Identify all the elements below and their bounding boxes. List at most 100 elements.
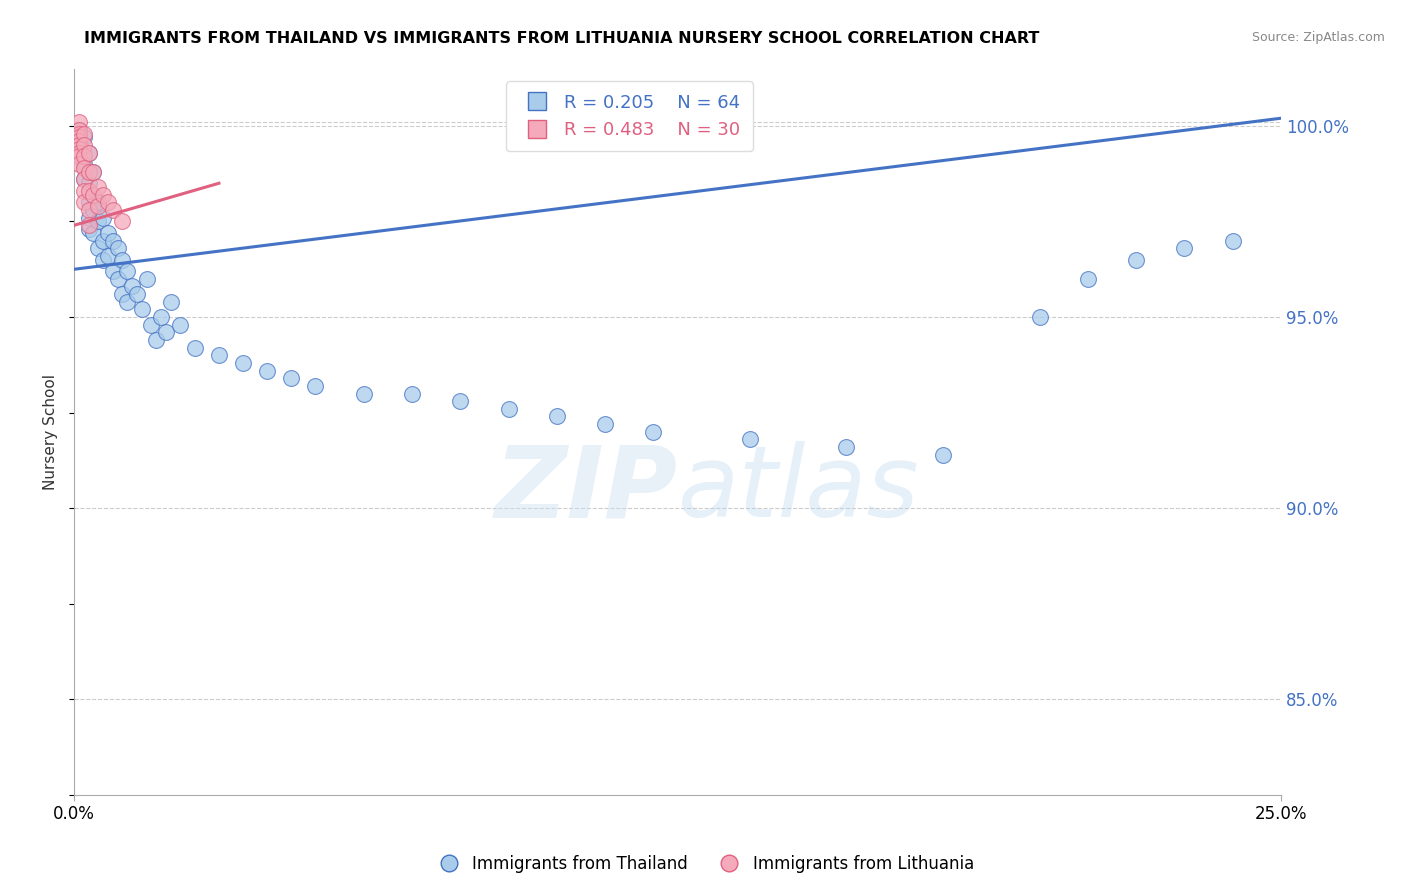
Point [232,356,254,370]
Point [256,363,278,377]
Point [449,394,471,409]
Point [280,371,302,385]
Point [101,234,124,248]
Point [111,252,134,267]
Point [91,252,114,267]
Point [111,287,134,301]
Text: ZIP: ZIP [495,442,678,539]
Point [1028,310,1050,324]
Point [1077,272,1099,286]
Point [82,187,104,202]
Point [67,130,90,145]
Point [101,202,124,217]
Point [77,211,100,225]
Point [159,294,181,309]
Point [97,226,120,240]
Point [97,249,120,263]
Point [169,318,191,332]
Text: atlas: atlas [678,442,920,539]
Point [738,433,761,447]
Point [125,287,148,301]
Point [77,176,100,190]
Point [82,165,104,179]
Point [73,161,96,175]
Point [835,440,858,454]
Point [107,272,129,286]
Point [82,202,104,217]
Point [131,302,153,317]
Point [73,145,96,160]
Point [101,264,124,278]
Point [67,122,90,136]
Point [87,214,110,228]
Point [87,241,110,255]
Point [643,425,665,439]
Legend: Immigrants from Thailand, Immigrants from Lithuania: Immigrants from Thailand, Immigrants fro… [426,848,980,880]
Point [73,127,96,141]
Point [82,187,104,202]
Point [149,310,172,324]
Point [73,172,96,186]
Point [73,138,96,153]
Point [91,234,114,248]
Point [77,195,100,210]
Legend: R = 0.205    N = 64, R = 0.483    N = 30: R = 0.205 N = 64, R = 0.483 N = 30 [506,81,752,152]
Point [67,122,90,136]
Point [67,142,90,156]
Point [353,386,375,401]
Point [1173,241,1195,255]
Point [67,149,90,163]
Point [67,115,90,129]
Y-axis label: Nursery School: Nursery School [44,374,58,490]
Point [1125,252,1147,267]
Point [77,222,100,236]
Point [401,386,423,401]
Point [67,134,90,148]
Point [121,279,143,293]
Point [77,184,100,198]
Point [87,199,110,213]
Point [184,341,207,355]
Point [73,195,96,210]
Point [73,130,96,145]
Point [77,145,100,160]
Point [111,214,134,228]
Point [82,226,104,240]
Point [73,172,96,186]
Point [67,157,90,171]
Point [141,318,163,332]
Point [77,145,100,160]
Text: IMMIGRANTS FROM THAILAND VS IMMIGRANTS FROM LITHUANIA NURSERY SCHOOL CORRELATION: IMMIGRANTS FROM THAILAND VS IMMIGRANTS F… [84,31,1039,46]
Point [107,241,129,255]
Point [77,202,100,217]
Point [67,138,90,153]
Point [498,401,520,416]
Point [67,145,90,160]
Point [73,157,96,171]
Point [97,195,120,210]
Point [91,187,114,202]
Point [155,326,177,340]
Point [304,379,326,393]
Point [67,138,90,153]
Point [1222,234,1244,248]
Point [115,264,138,278]
Point [115,294,138,309]
Point [73,184,96,198]
Text: Source: ZipAtlas.com: Source: ZipAtlas.com [1251,31,1385,45]
Point [135,272,157,286]
Point [87,180,110,194]
Point [67,127,90,141]
Point [546,409,568,424]
Point [77,165,100,179]
Point [67,130,90,145]
Point [82,165,104,179]
Point [77,165,100,179]
Point [145,333,167,347]
Point [77,219,100,233]
Point [73,149,96,163]
Point [87,195,110,210]
Point [208,348,231,362]
Point [91,211,114,225]
Point [593,417,616,431]
